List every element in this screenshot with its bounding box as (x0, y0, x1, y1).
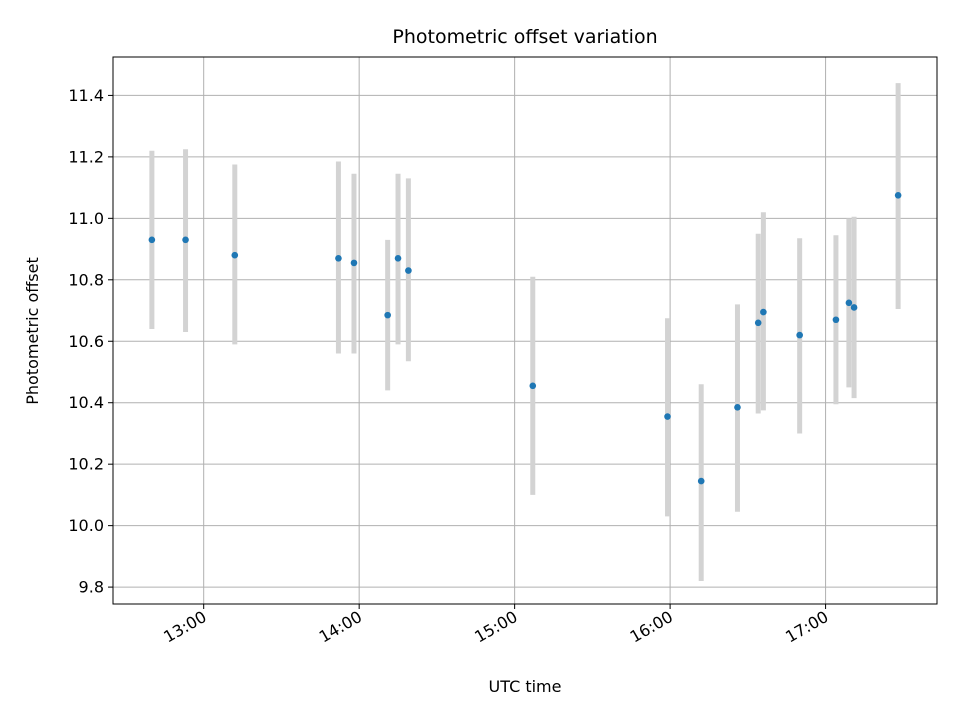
y-tick-label: 11.2 (68, 147, 104, 166)
data-point (182, 236, 189, 244)
chart-title: Photometric offset variation (392, 26, 657, 48)
y-tick-label: 10.8 (68, 270, 104, 289)
data-point (335, 254, 342, 262)
data-point (832, 316, 840, 324)
data-point (845, 299, 853, 307)
y-tick-label: 11.4 (68, 86, 104, 105)
y-tick-label: 11.0 (68, 209, 104, 228)
data-points (148, 191, 902, 485)
data-point (734, 404, 741, 411)
y-tick-label: 10.0 (68, 516, 104, 535)
data-point (231, 251, 239, 259)
data-point (697, 477, 705, 485)
y-axis-ticks: 9.8 10.0 10.2 10.4 10.6 10.8 11.0 11.2 11.4 (68, 86, 113, 597)
plot-frame (112, 56, 938, 605)
data-point (350, 259, 358, 267)
data-point (754, 319, 762, 327)
data-point (384, 311, 391, 319)
y-tick-label: 10.6 (68, 332, 104, 351)
y-tick-label: 10.4 (68, 393, 104, 412)
y-tick-label: 9.8 (79, 578, 104, 597)
data-point (894, 191, 902, 199)
data-point (664, 413, 671, 420)
data-point (760, 308, 767, 316)
data-point (529, 382, 537, 390)
y-axis-title: Photometric offset (23, 257, 42, 405)
data-point (405, 267, 412, 274)
y-tick-label: 10.2 (68, 455, 104, 474)
x-axis-title: UTC time (489, 677, 562, 696)
data-point (148, 236, 156, 244)
data-point (850, 304, 858, 311)
data-point (394, 254, 402, 262)
data-point (796, 331, 803, 339)
